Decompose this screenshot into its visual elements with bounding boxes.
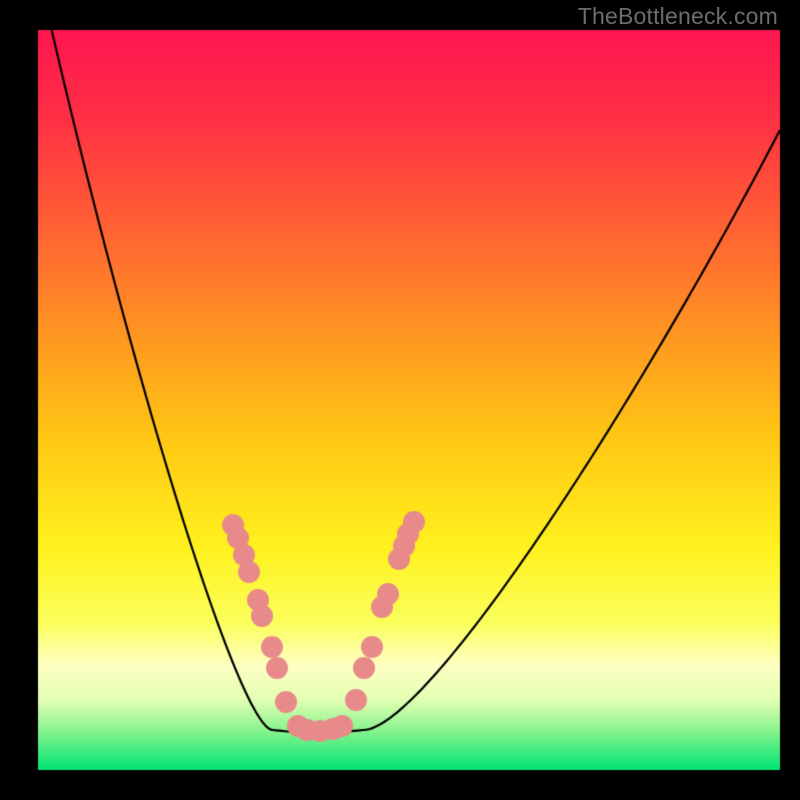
bottleneck-chart bbox=[0, 0, 800, 800]
watermark-text: TheBottleneck.com bbox=[578, 3, 778, 30]
